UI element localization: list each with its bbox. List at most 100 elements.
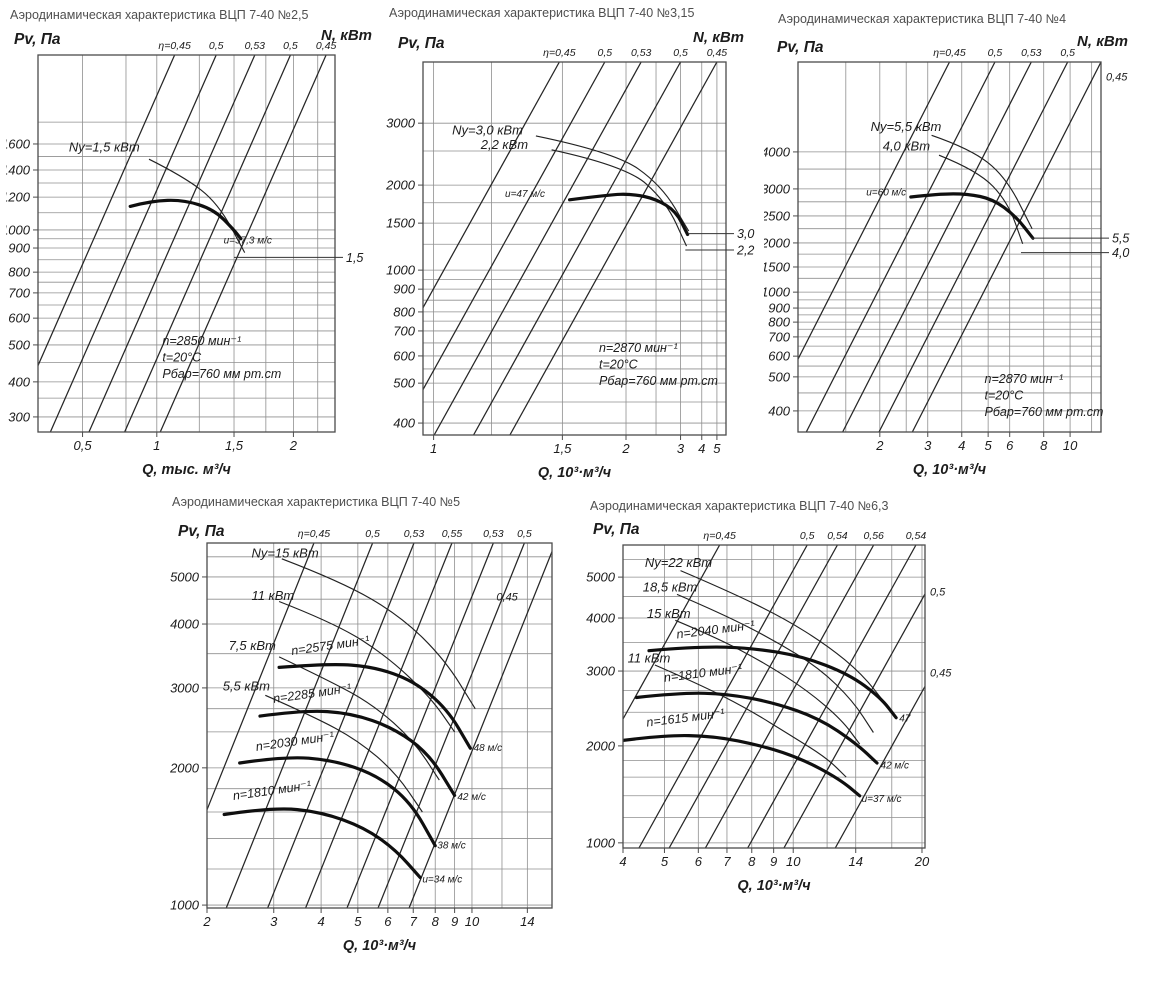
plot-border (422, 61, 727, 436)
y-tick-label: 700 (393, 323, 415, 338)
annotation: u=47 м/с (505, 189, 545, 200)
y-tick-label: 600 (393, 348, 415, 363)
y-tick-label: 2000 (386, 178, 416, 193)
efficiency-right-label: 0,45 (930, 667, 952, 679)
x-tick-label: 6 (384, 914, 392, 929)
y-tick-label: 1500 (764, 259, 791, 274)
pressure-curve (238, 756, 437, 848)
y-tick-label: 400 (393, 416, 415, 431)
efficiency-label: 0,56 (863, 530, 884, 542)
n-scale-value: 5,5 (1112, 232, 1129, 246)
efficiency-power-rays (38, 55, 327, 432)
annotation: 11 кВт (251, 588, 294, 603)
y-tick-label: 400 (768, 403, 790, 418)
conditions-line: n=2870 мин⁻¹ (985, 372, 1064, 386)
chart-canvas: 0,5 0,45 η=0,45 0,5 0,54 0,56 0,54 Ny=22 кВт 18,… (585, 521, 952, 894)
axis-ticks (793, 151, 1071, 437)
grid (423, 62, 726, 435)
x-tick-label: 0,5 (74, 438, 93, 453)
x-tick-label: 4 (317, 914, 324, 929)
x-tick-label: 7 (410, 914, 418, 929)
chart-title: Аэродинамическая характеристика ВЦП 7-40… (590, 499, 889, 513)
n-axis-title: N, кВт (693, 29, 744, 46)
pressure-curves (623, 645, 898, 798)
annotation: n=1810 мин⁻¹ (232, 778, 312, 803)
pressure-curve (623, 733, 862, 798)
x-tick-label: 2 (202, 914, 211, 929)
n-scale-value: 2,2 (736, 243, 754, 257)
x-tick-label: 1,5 (553, 441, 572, 456)
efficiency-label: 0,5 (517, 528, 532, 540)
x-axis-title: Q, 10³·м³/ч (737, 878, 811, 894)
chart-title: Аэродинамическая характеристика ВЦП 7-40… (389, 6, 695, 20)
conditions-line: t=20°C (599, 357, 639, 371)
plot-border (797, 61, 1102, 433)
pressure-curve (634, 691, 879, 765)
x-tick-label: 3 (270, 914, 278, 929)
x-tick-label: 3 (677, 441, 685, 456)
x-tick-label: 8 (432, 914, 440, 929)
efficiency-label: 0,45 (316, 40, 337, 52)
y-tick-label: 1000 (386, 263, 416, 278)
pressure-curve (277, 663, 472, 750)
power-limit-lines (265, 558, 476, 813)
annotation: n=2285 мин⁻¹ (272, 681, 352, 706)
annotation: n=2575 мин⁻¹ (290, 633, 370, 658)
y-tick-label: 600 (768, 349, 790, 364)
annotation: n=1615 мин⁻¹ (646, 706, 726, 729)
y-tick-label: 1000 (586, 835, 616, 850)
x-tick-label: 1 (430, 441, 437, 456)
efficiency-label: 0,5 (597, 47, 612, 59)
y-tick-label: 900 (768, 301, 790, 316)
n-scale-value: 1,5 (346, 251, 363, 265)
y-tick-label: 1500 (386, 216, 416, 231)
x-tick-label: 2 (289, 438, 298, 453)
efficiency-label: 0,5 (800, 530, 815, 542)
power-limit-lines (654, 570, 888, 778)
x-tick-label: 4 (698, 441, 705, 456)
y-tick-label: 800 (768, 315, 790, 330)
conditions-line: t=20°C (162, 350, 202, 364)
y-tick-label: 1600 (6, 136, 31, 151)
n-scale-value: 4,0 (1112, 246, 1129, 260)
conditions-line: Рбар=760 мм рт.ст (162, 367, 281, 381)
n-scale-value: 3,0 (737, 227, 754, 241)
efficiency-label: η=0,45 (298, 528, 331, 540)
annotation: Ny=5,5 кВт (871, 119, 942, 134)
pressure-curves (909, 192, 1035, 240)
y-tick-label: 3000 (764, 181, 791, 196)
y-tick-label: 2500 (764, 208, 791, 223)
y-tick-label: 300 (8, 409, 30, 424)
n-axis-title: N, кВт (1077, 33, 1128, 50)
pressure-curve (128, 198, 243, 241)
x-tick-label: 6 (1006, 438, 1014, 453)
axis-ticks (33, 143, 294, 437)
x-tick-label: 6 (695, 854, 703, 869)
efficiency-label: 0,53 (404, 528, 425, 540)
chart-panel-vcp-5: Аэродинамическая характеристика ВЦП 7-40… (158, 492, 588, 982)
x-tick-label: 2 (875, 438, 884, 453)
y-tick-label: 600 (8, 311, 30, 326)
x-axis-title: Q, 10³·м³/ч (538, 465, 612, 481)
efficiency-label: 0,53 (1021, 47, 1042, 59)
pressure-curve (258, 709, 457, 797)
annotation: 48 м/с (474, 743, 503, 754)
annotation: 7,5 кВт (229, 638, 276, 653)
y-axis-title: Pv, Па (14, 31, 61, 48)
chart-panel-vcp-6-3: Аэродинамическая характеристика ВЦП 7-40… (578, 496, 998, 916)
x-tick-label: 10 (1063, 438, 1078, 453)
plot-border (37, 54, 336, 433)
y-axis-title: Pv, Па (178, 523, 225, 540)
y-tick-label: 1000 (6, 222, 31, 237)
y-tick-label: 1400 (6, 162, 31, 177)
y-tick-label: 3000 (386, 116, 416, 131)
y-tick-label: 1000 (764, 285, 791, 300)
annotation: 18,5 кВт (643, 580, 698, 595)
x-tick-label: 5 (985, 438, 993, 453)
annotation: 47 (899, 714, 911, 725)
x-tick-label: 8 (1040, 438, 1048, 453)
efficiency-power-rays (798, 62, 1101, 432)
chart-canvas: 3,0 2,2 η=0,45 0,5 0,53 0,5 0,45 Ny=3,0 кВт2,2 … (386, 29, 754, 481)
y-tick-label: 4000 (764, 144, 791, 159)
